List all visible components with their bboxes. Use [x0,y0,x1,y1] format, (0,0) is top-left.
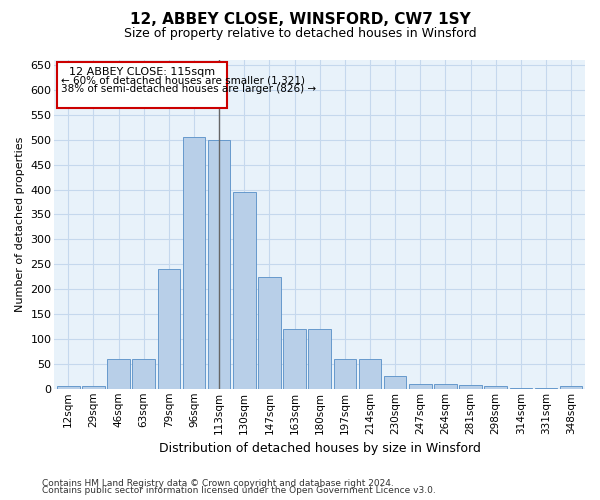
Bar [182,137,205,389]
Text: ← 60% of detached houses are smaller (1,321): ← 60% of detached houses are smaller (1,… [61,76,305,86]
Bar [82,386,105,389]
Bar [334,359,356,389]
Bar [208,140,230,389]
Bar [434,384,457,389]
Y-axis label: Number of detached properties: Number of detached properties [15,136,25,312]
Text: Contains HM Land Registry data © Crown copyright and database right 2024.: Contains HM Land Registry data © Crown c… [42,478,394,488]
Bar [560,386,583,389]
Bar [107,359,130,389]
Bar [409,384,431,389]
X-axis label: Distribution of detached houses by size in Winsford: Distribution of detached houses by size … [159,442,481,455]
Text: Size of property relative to detached houses in Winsford: Size of property relative to detached ho… [124,28,476,40]
Text: 12, ABBEY CLOSE, WINSFORD, CW7 1SY: 12, ABBEY CLOSE, WINSFORD, CW7 1SY [130,12,470,28]
Bar [283,329,306,389]
Bar [233,192,256,389]
Text: Contains public sector information licensed under the Open Government Licence v3: Contains public sector information licen… [42,486,436,495]
Bar [133,359,155,389]
Text: 12 ABBEY CLOSE: 115sqm: 12 ABBEY CLOSE: 115sqm [69,68,215,78]
Bar [57,62,227,108]
Bar [158,269,180,389]
Bar [484,386,507,389]
Bar [57,386,80,389]
Text: 38% of semi-detached houses are larger (826) →: 38% of semi-detached houses are larger (… [61,84,316,94]
Bar [384,376,406,389]
Bar [308,329,331,389]
Bar [459,385,482,389]
Bar [509,388,532,389]
Bar [359,359,382,389]
Bar [258,276,281,389]
